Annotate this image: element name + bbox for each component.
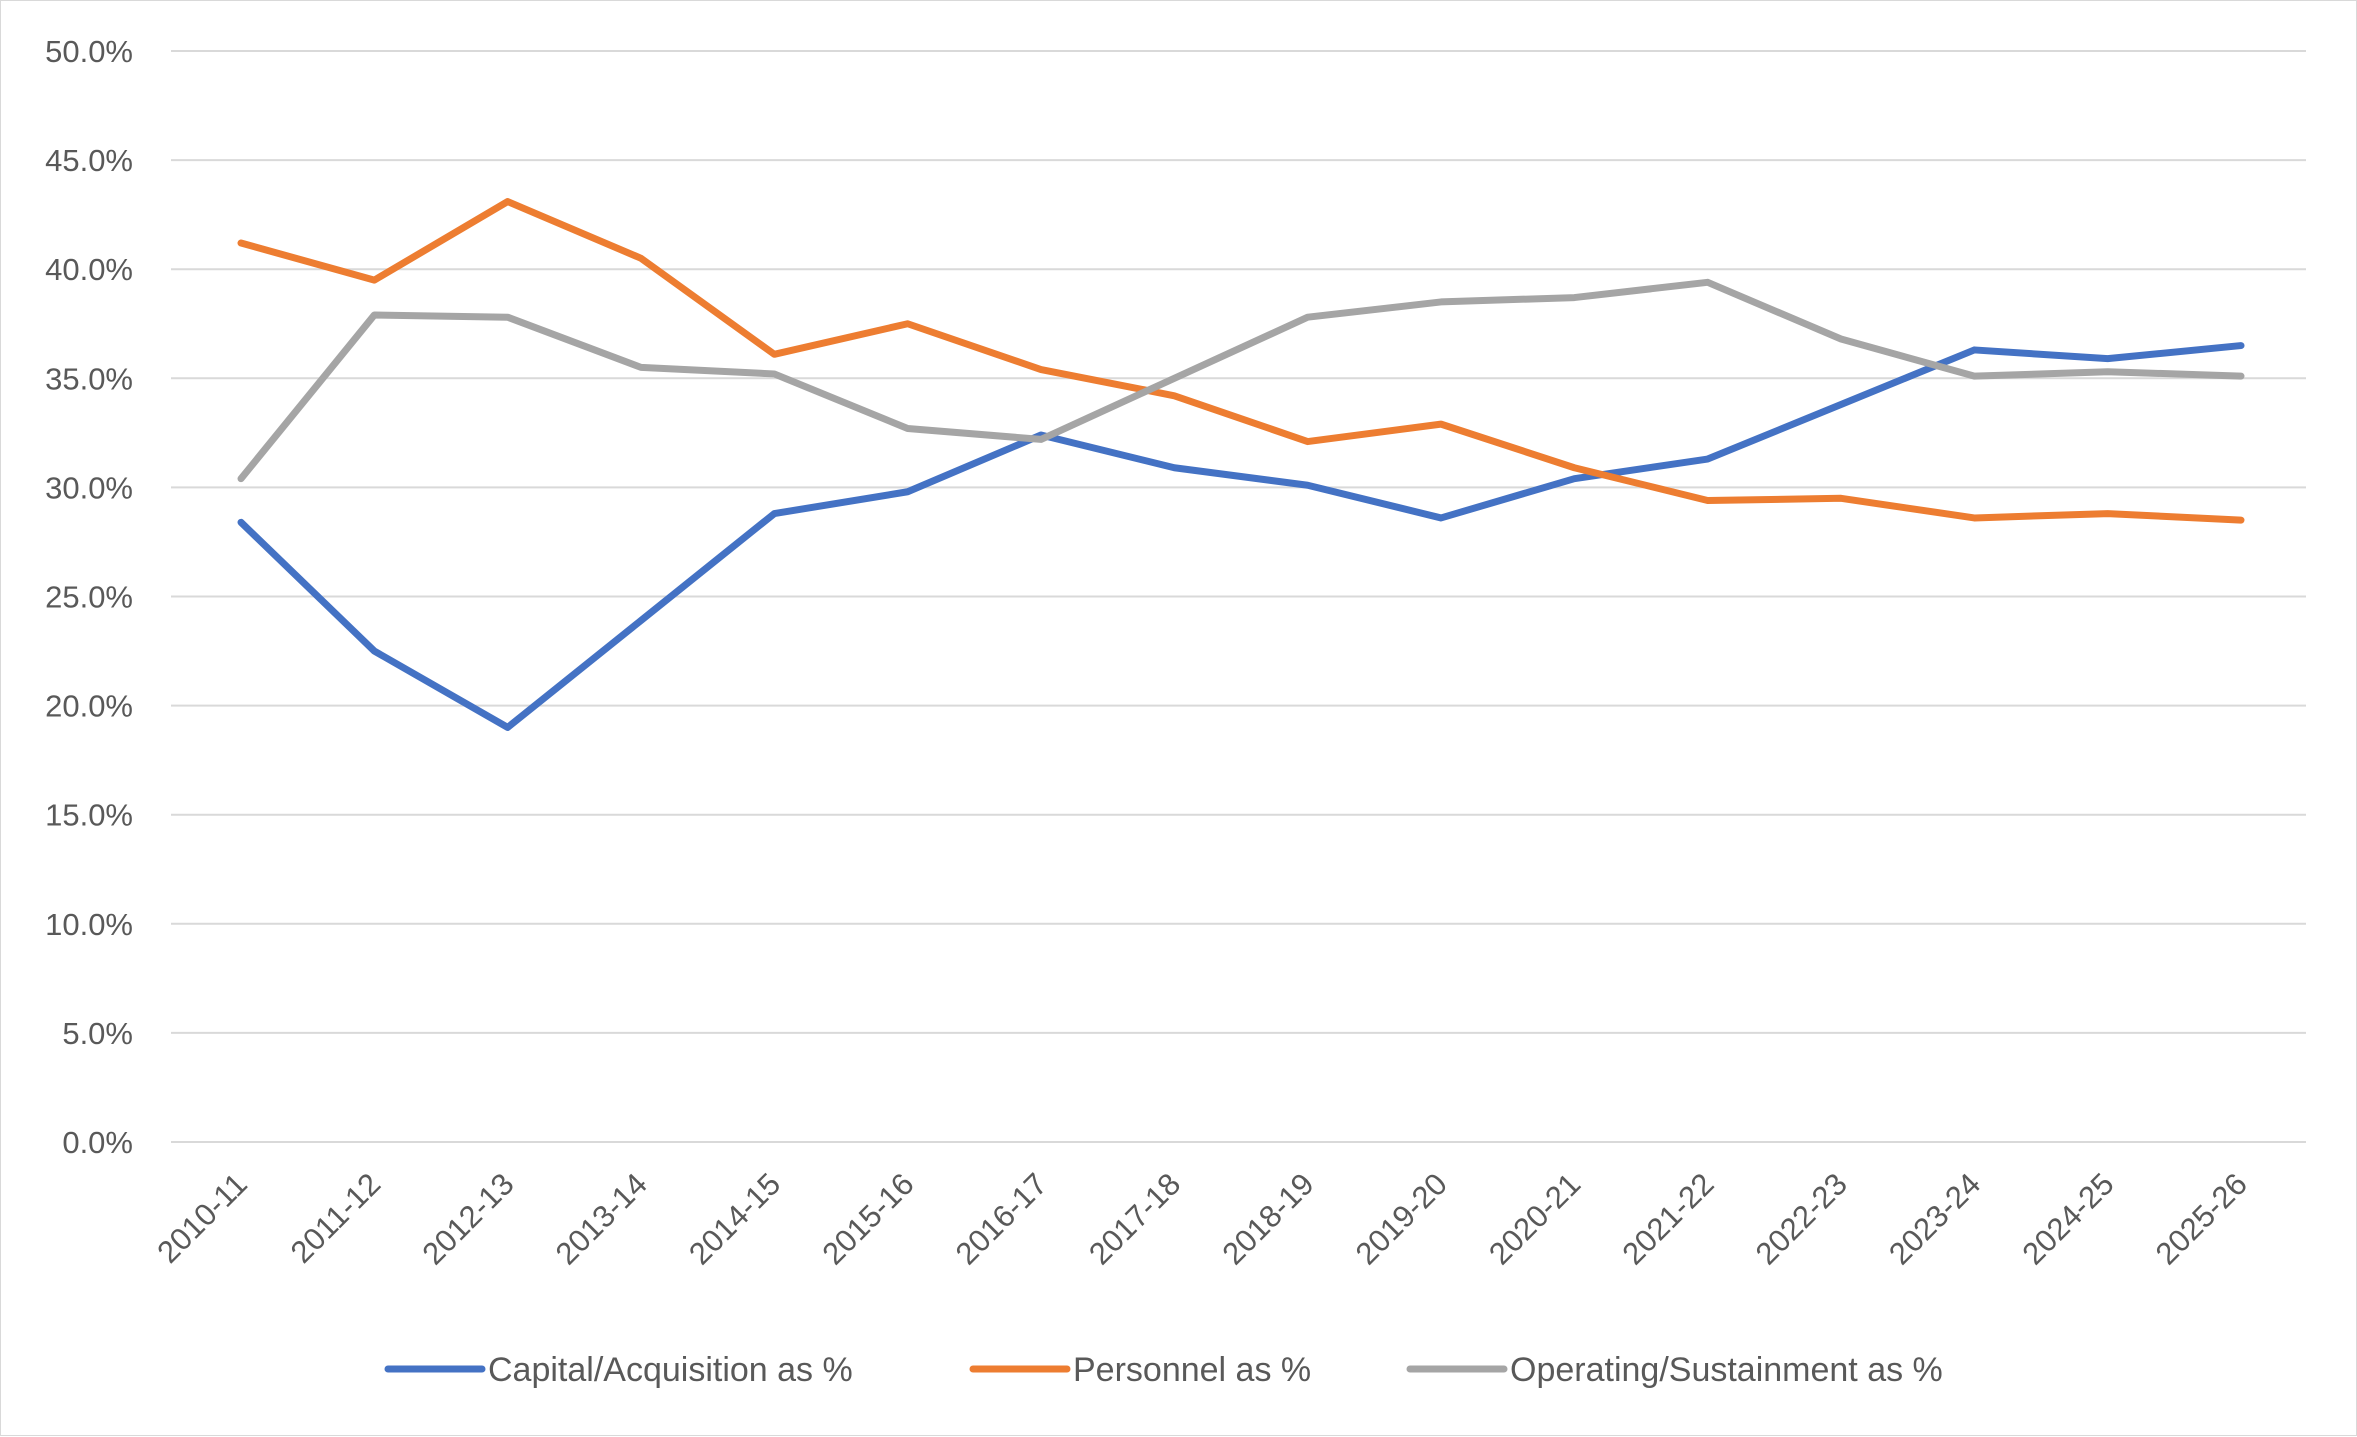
y-tick-label: 10.0% [45, 907, 133, 942]
y-tick-label: 20.0% [45, 689, 133, 724]
data-point [1038, 436, 1044, 442]
y-tick-label: 45.0% [45, 143, 133, 178]
x-tick-label: 2016-17 [949, 1166, 1054, 1271]
data-point [1438, 421, 1444, 427]
data-point [505, 724, 511, 730]
data-point [1038, 367, 1044, 373]
x-tick-label: 2021-22 [1615, 1166, 1720, 1271]
data-point [638, 255, 644, 261]
data-point [2238, 517, 2244, 523]
x-tick-label: 2010-11 [150, 1166, 254, 1270]
y-tick-label: 40.0% [45, 252, 133, 287]
series-line [237, 198, 2245, 524]
x-tick-label: 2017-18 [1082, 1166, 1187, 1271]
legend-label: Personnel as % [1073, 1351, 1311, 1389]
data-point [1171, 375, 1177, 381]
y-tick-label: 0.0% [62, 1125, 133, 1160]
legend-label: Capital/Acquisition as % [488, 1351, 853, 1389]
data-point [1305, 439, 1311, 445]
data-point [2105, 369, 2111, 375]
data-point [1571, 295, 1577, 301]
data-point [1971, 515, 1977, 521]
x-tick-label: 2012-13 [415, 1166, 520, 1271]
data-point [771, 351, 777, 357]
data-point [1305, 314, 1311, 320]
y-tick-label: 5.0% [62, 1016, 133, 1051]
data-point [371, 312, 377, 318]
data-point [1705, 456, 1711, 462]
data-point [1438, 515, 1444, 521]
x-axis: 2010-11 2011-12 2012-13 2013-14 2014-15 2015-… [150, 1166, 2254, 1271]
x-tick-label: 2011-12 [284, 1166, 388, 1270]
data-point [771, 511, 777, 517]
data-point [1838, 401, 1844, 407]
y-tick-label: 50.0% [45, 34, 133, 69]
data-point [1305, 482, 1311, 488]
data-point [2105, 511, 2111, 517]
data-point [638, 618, 644, 624]
x-tick-label: 2020-21 [1482, 1166, 1587, 1271]
x-tick-label: 2015-16 [815, 1166, 920, 1271]
series-line [237, 342, 2245, 731]
legend-item: Personnel as % [969, 1351, 1311, 1389]
series-line [237, 278, 2245, 483]
data-point [905, 489, 911, 495]
series-group [237, 198, 2245, 524]
data-point [1971, 373, 1977, 379]
data-point [1171, 465, 1177, 471]
data-point [1571, 476, 1577, 482]
data-point [238, 476, 244, 482]
x-tick-label: 2013-14 [549, 1166, 654, 1271]
legend-label: Operating/Sustainment as % [1510, 1351, 1943, 1389]
data-point [371, 648, 377, 654]
gridlines [171, 50, 2306, 1143]
data-point [238, 240, 244, 246]
y-tick-label: 15.0% [45, 798, 133, 833]
data-point [638, 364, 644, 370]
data-point [505, 314, 511, 320]
data-point [505, 199, 511, 205]
y-tick-label: 35.0% [45, 361, 133, 396]
x-tick-label: 2023-24 [1882, 1166, 1987, 1271]
x-tick-label: 2018-19 [1215, 1166, 1320, 1271]
data-point [1838, 495, 1844, 501]
x-tick-label: 2019-20 [1349, 1166, 1454, 1271]
y-tick-label: 30.0% [45, 470, 133, 505]
data-point [238, 519, 244, 525]
legend-item: Capital/Acquisition as % [384, 1351, 853, 1389]
data-point [905, 425, 911, 431]
series-lines [237, 198, 2245, 731]
legend: Capital/Acquisition as % Personnel as % Op… [384, 1351, 1943, 1389]
series-group [237, 342, 2245, 731]
data-point [1171, 393, 1177, 399]
y-axis: 0.0% 5.0% 10.0% 15.0% 20.0% 25.0% 30.0% 35.0% 40… [45, 34, 133, 1160]
y-tick-label: 25.0% [45, 580, 133, 615]
data-point [371, 277, 377, 283]
x-tick-label: 2025-26 [2149, 1166, 2254, 1271]
legend-item: Operating/Sustainment as % [1406, 1351, 1943, 1389]
x-tick-label: 2024-25 [2015, 1166, 2120, 1271]
data-point [1838, 336, 1844, 342]
data-point [1438, 299, 1444, 305]
data-point [2105, 356, 2111, 362]
data-point [1705, 497, 1711, 503]
data-point [1705, 279, 1711, 285]
data-point [1571, 465, 1577, 471]
data-point [2238, 343, 2244, 349]
x-tick-label: 2022-23 [1749, 1166, 1854, 1271]
x-tick-label: 2014-15 [682, 1166, 787, 1271]
data-point [2238, 373, 2244, 379]
data-point [905, 321, 911, 327]
data-point [1971, 347, 1977, 353]
series-group [237, 278, 2245, 483]
data-point [771, 371, 777, 377]
